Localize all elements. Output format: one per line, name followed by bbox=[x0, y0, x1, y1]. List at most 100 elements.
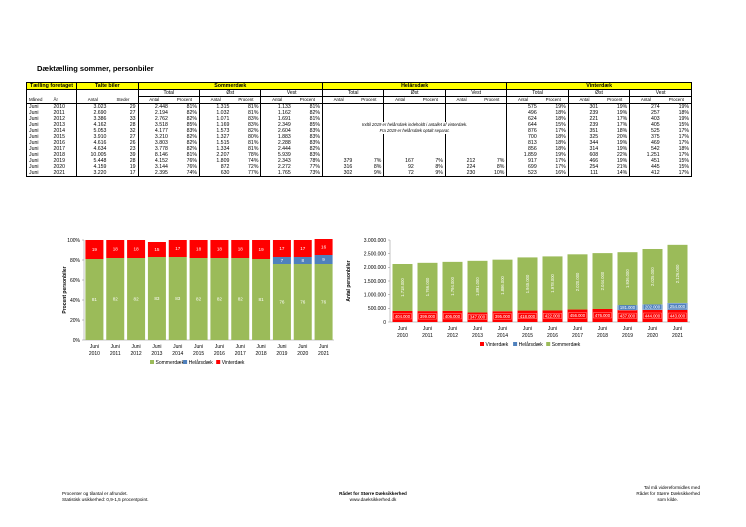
table-cell: 2011 bbox=[53, 110, 65, 116]
table-cell: 630 bbox=[198, 170, 232, 177]
table-cell: 73% bbox=[292, 170, 323, 177]
data-label: 83 bbox=[154, 296, 160, 301]
y-tick-label: 40% bbox=[70, 298, 81, 304]
table-cell: 8% bbox=[496, 164, 505, 170]
table-cell: 2021 bbox=[51, 170, 77, 177]
bar-segment bbox=[293, 257, 312, 264]
table-cell: 83% bbox=[186, 128, 197, 134]
table-cell: 28 bbox=[129, 158, 136, 164]
legend-label: Sommerdæk bbox=[552, 342, 581, 348]
table-cell: 1.334 bbox=[198, 146, 232, 152]
subheader-procent: Procent bbox=[415, 96, 446, 104]
table-cell: 575 bbox=[506, 103, 539, 110]
x-tick-label: 2019 bbox=[276, 351, 287, 357]
table-cell: 644 bbox=[506, 122, 539, 128]
table-cell: 81% bbox=[248, 110, 259, 116]
table-cell: 3.778 bbox=[137, 146, 170, 152]
bar-segment bbox=[492, 259, 513, 312]
table-row: Juni 2014 5.053 32 4.177 83% 1.573 82% 2.604 83% F… bbox=[25, 128, 692, 134]
data-label: 82 bbox=[134, 297, 140, 302]
header-vinter-total: Total bbox=[506, 89, 569, 97]
table-cell: 2.604 bbox=[260, 128, 293, 134]
data-label: 8 bbox=[301, 258, 304, 263]
table-cell bbox=[383, 110, 416, 116]
table-row: Juni 2021 3.220 17 2.395 74% 630 77% 1.765 73% 302… bbox=[25, 170, 692, 177]
table-cell: Juni bbox=[25, 158, 52, 164]
data-label: 19 bbox=[259, 247, 265, 252]
x-tick-label: Juni bbox=[648, 326, 657, 332]
legend-label: Helårsdæk bbox=[189, 359, 214, 366]
x-tick-label: 2018 bbox=[256, 351, 267, 357]
table-row: Juni 2018 10.005 39 8.146 81% 2.207 78% 5.939 83%… bbox=[25, 152, 692, 158]
bar-segment bbox=[252, 259, 271, 340]
data-label: 83 bbox=[175, 296, 181, 301]
data-label: 18 bbox=[196, 247, 202, 252]
x-tick-label: 2021 bbox=[672, 333, 683, 339]
subheader-antal: Antal bbox=[383, 96, 416, 104]
table-cell: 82% bbox=[186, 140, 197, 146]
bar-segment bbox=[85, 259, 104, 340]
x-tick-label: Juni bbox=[319, 344, 328, 350]
table-cell: 230 bbox=[444, 170, 478, 177]
table-cell: 18% bbox=[555, 140, 566, 146]
table-cell: 27 bbox=[129, 134, 136, 140]
table-cell: 525 bbox=[629, 128, 662, 134]
data-label: 437.000 bbox=[620, 313, 636, 318]
y-axis-label: Antal personbiler bbox=[346, 260, 352, 301]
table-cell bbox=[383, 146, 416, 152]
bar-segment bbox=[293, 264, 312, 340]
data-label-box bbox=[618, 312, 637, 319]
table-cell: 2.349 bbox=[260, 122, 293, 128]
bar-segment bbox=[127, 240, 146, 258]
data-label: 82 bbox=[113, 297, 119, 302]
data-label: 2.020.000 bbox=[575, 272, 580, 291]
footer-source-line1: Tal må videreformidles med bbox=[643, 485, 700, 490]
table-cell: 2017 bbox=[53, 146, 66, 152]
table-cell bbox=[321, 110, 355, 116]
table-cell: 2.194 bbox=[137, 110, 170, 116]
legend-label: Vinterdæk bbox=[486, 342, 509, 348]
x-tick-label: 2012 bbox=[131, 351, 142, 357]
table-cell: 17% bbox=[555, 164, 566, 170]
table-cell: 1.515 bbox=[198, 140, 232, 146]
table-cell: 83% bbox=[309, 128, 320, 134]
legend-swatch bbox=[480, 342, 484, 346]
table-cell: 19% bbox=[661, 116, 692, 122]
header-sommer-vest: Vest bbox=[260, 89, 323, 97]
table-cell: 2.343 bbox=[260, 158, 293, 164]
table-cell: 15% bbox=[661, 158, 692, 164]
subheader-procent: Procent bbox=[477, 96, 507, 104]
x-tick-label: Juni bbox=[498, 326, 507, 332]
x-tick-label: 2018 bbox=[597, 333, 608, 339]
table-cell: 2014 bbox=[53, 128, 66, 134]
x-tick-label: 2016 bbox=[214, 351, 225, 357]
header-sommer-total: Total bbox=[137, 89, 200, 97]
bar-segment bbox=[567, 254, 588, 310]
table-cell: 29 bbox=[129, 104, 136, 110]
table-cell: 4.162 bbox=[76, 122, 109, 128]
table-cell: 624 bbox=[506, 116, 539, 122]
subheader-antal: Antal bbox=[321, 96, 355, 104]
table-cell: 257 bbox=[629, 110, 662, 116]
data-label: 2.025.000 bbox=[650, 267, 655, 286]
data-label: 76 bbox=[279, 300, 285, 305]
table-cell bbox=[383, 152, 416, 158]
table-cell: 699 bbox=[506, 164, 539, 170]
table-cell bbox=[444, 146, 478, 152]
y-tick-label: 0 bbox=[383, 320, 386, 326]
subheader-steder: Steder bbox=[108, 96, 139, 104]
y-tick-label: 500.000 bbox=[368, 306, 386, 312]
table-cell: 74% bbox=[169, 170, 200, 177]
table-cell: 22% bbox=[616, 152, 628, 158]
table-cell: 26 bbox=[129, 140, 136, 146]
y-tick-label: 1.500.000 bbox=[364, 279, 386, 285]
table-cell bbox=[321, 103, 355, 110]
data-label: 254.000 bbox=[670, 304, 686, 309]
table-cell: 19% bbox=[616, 146, 628, 152]
table-cell: 2.272 bbox=[260, 164, 293, 170]
data-label: 444.000 bbox=[645, 313, 661, 318]
footer-center: Rådet for Større Dæksikkerhed www.daeksi… bbox=[300, 491, 446, 503]
table-row: Juni 2020 4.159 19 3.144 76% 872 72% 2.272 77% 316… bbox=[25, 164, 692, 170]
table-cell: Juni bbox=[25, 140, 52, 146]
x-tick-label: 2011 bbox=[422, 333, 433, 339]
